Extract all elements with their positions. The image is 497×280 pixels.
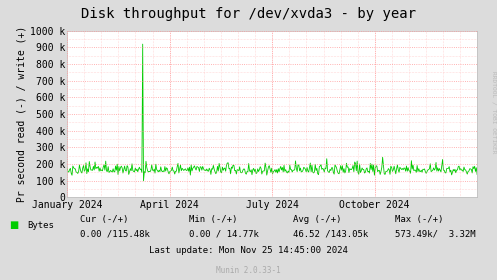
Text: 0.00 / 14.77k: 0.00 / 14.77k: [189, 229, 259, 238]
Text: Last update: Mon Nov 25 14:45:00 2024: Last update: Mon Nov 25 14:45:00 2024: [149, 246, 348, 255]
Text: Munin 2.0.33-1: Munin 2.0.33-1: [216, 266, 281, 275]
Text: Max (-/+): Max (-/+): [395, 215, 443, 224]
Text: 573.49k/  3.32M: 573.49k/ 3.32M: [395, 229, 476, 238]
Text: Min (-/+): Min (-/+): [189, 215, 237, 224]
Y-axis label: Pr second read (-) / write (+): Pr second read (-) / write (+): [16, 26, 26, 202]
Text: Disk throughput for /dev/xvda3 - by year: Disk throughput for /dev/xvda3 - by year: [81, 7, 416, 21]
Text: Avg (-/+): Avg (-/+): [293, 215, 341, 224]
Text: ■: ■: [9, 220, 18, 230]
Text: Bytes: Bytes: [27, 221, 54, 230]
Text: 0.00 /115.48k: 0.00 /115.48k: [80, 229, 150, 238]
Text: Cur (-/+): Cur (-/+): [80, 215, 128, 224]
Text: RRDTOOL / TOBI OETIKER: RRDTOOL / TOBI OETIKER: [491, 71, 496, 153]
Text: 46.52 /143.05k: 46.52 /143.05k: [293, 229, 368, 238]
